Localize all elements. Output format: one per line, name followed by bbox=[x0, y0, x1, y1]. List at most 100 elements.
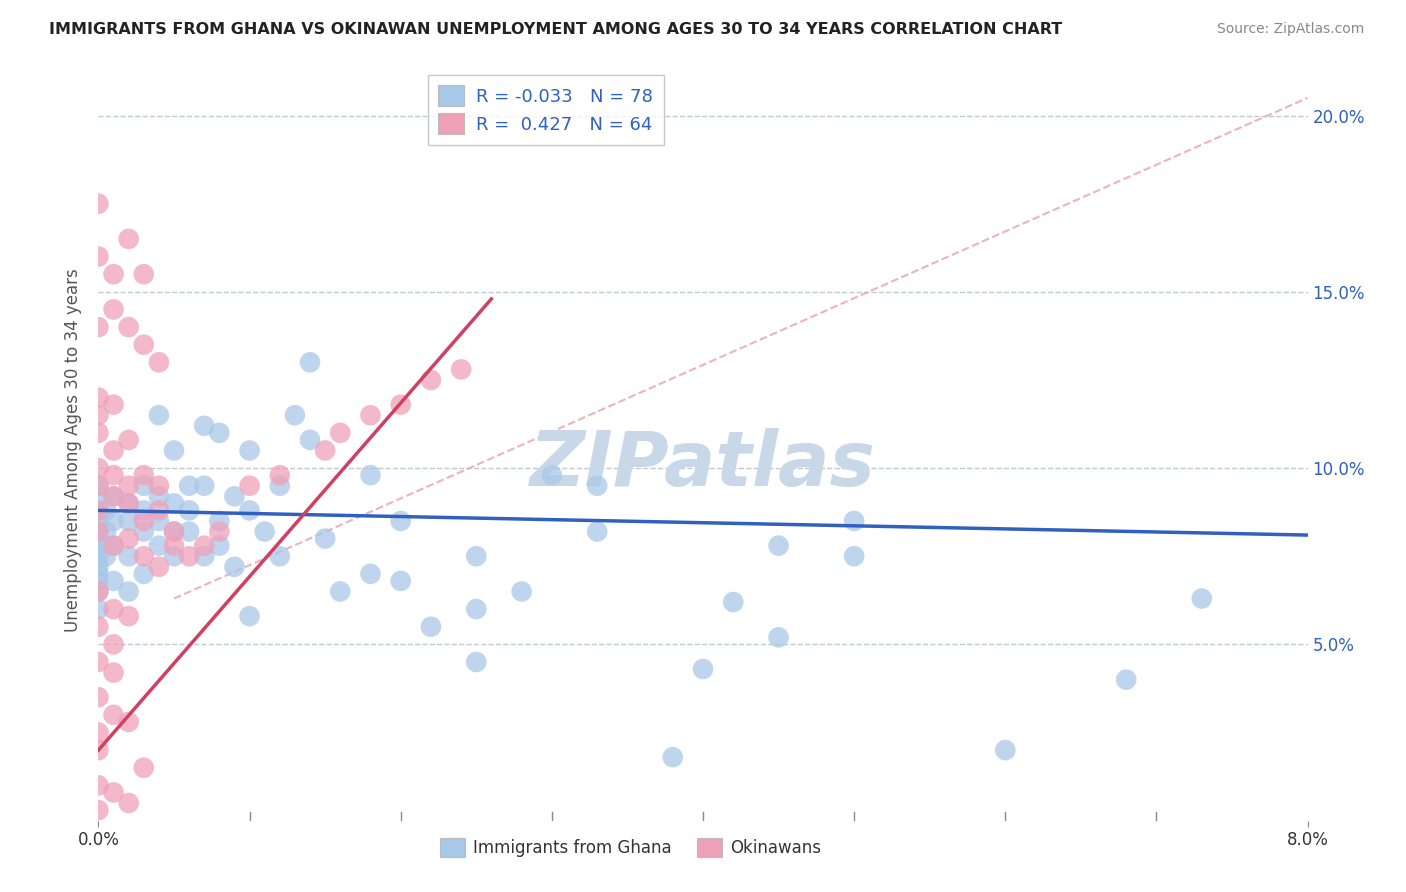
Point bbox=[132, 549, 155, 564]
Point bbox=[87, 479, 110, 493]
Point bbox=[239, 479, 262, 493]
Point bbox=[87, 503, 110, 517]
Point bbox=[103, 267, 125, 281]
Point bbox=[103, 665, 125, 680]
Point bbox=[103, 443, 125, 458]
Point bbox=[193, 539, 215, 553]
Point bbox=[208, 425, 231, 440]
Point bbox=[94, 524, 117, 539]
Point bbox=[103, 707, 125, 722]
Point bbox=[586, 479, 609, 493]
Point bbox=[132, 468, 155, 483]
Point bbox=[87, 503, 110, 517]
Point bbox=[118, 609, 141, 624]
Point bbox=[269, 479, 291, 493]
Point bbox=[87, 524, 110, 539]
Point bbox=[87, 602, 110, 616]
Point bbox=[420, 620, 443, 634]
Point bbox=[87, 778, 110, 792]
Point bbox=[148, 539, 170, 553]
Point bbox=[299, 355, 322, 369]
Point bbox=[87, 574, 110, 588]
Point bbox=[269, 468, 291, 483]
Point bbox=[103, 637, 125, 651]
Point bbox=[314, 443, 336, 458]
Point bbox=[179, 479, 201, 493]
Point bbox=[389, 514, 412, 528]
Point bbox=[118, 532, 141, 546]
Point bbox=[253, 524, 276, 539]
Point bbox=[94, 503, 117, 517]
Point bbox=[103, 574, 125, 588]
Point bbox=[239, 503, 262, 517]
Point bbox=[103, 468, 125, 483]
Point bbox=[103, 514, 125, 528]
Point bbox=[87, 408, 110, 422]
Point bbox=[723, 595, 745, 609]
Point bbox=[148, 489, 170, 503]
Point bbox=[163, 524, 186, 539]
Point bbox=[118, 514, 141, 528]
Point bbox=[148, 355, 170, 369]
Point bbox=[193, 479, 215, 493]
Point bbox=[269, 549, 291, 564]
Point bbox=[284, 408, 307, 422]
Point bbox=[87, 584, 110, 599]
Point bbox=[118, 479, 141, 493]
Point bbox=[132, 514, 155, 528]
Point bbox=[163, 539, 186, 553]
Point bbox=[87, 584, 110, 599]
Point bbox=[87, 725, 110, 739]
Point bbox=[208, 514, 231, 528]
Point bbox=[87, 549, 110, 564]
Point bbox=[87, 196, 110, 211]
Point bbox=[118, 796, 141, 810]
Point bbox=[193, 549, 215, 564]
Point bbox=[118, 433, 141, 447]
Point bbox=[148, 503, 170, 517]
Point bbox=[132, 267, 155, 281]
Text: Source: ZipAtlas.com: Source: ZipAtlas.com bbox=[1216, 22, 1364, 37]
Y-axis label: Unemployment Among Ages 30 to 34 years: Unemployment Among Ages 30 to 34 years bbox=[65, 268, 83, 632]
Point bbox=[103, 398, 125, 412]
Point bbox=[420, 373, 443, 387]
Point bbox=[87, 489, 110, 503]
Point bbox=[87, 320, 110, 334]
Point bbox=[87, 566, 110, 581]
Point bbox=[118, 320, 141, 334]
Point bbox=[132, 479, 155, 493]
Point bbox=[329, 584, 352, 599]
Point bbox=[360, 566, 382, 581]
Point bbox=[360, 468, 382, 483]
Point bbox=[179, 549, 201, 564]
Point bbox=[87, 514, 110, 528]
Point bbox=[224, 489, 246, 503]
Point bbox=[87, 425, 110, 440]
Point bbox=[1191, 591, 1213, 606]
Point bbox=[148, 408, 170, 422]
Point bbox=[389, 574, 412, 588]
Point bbox=[389, 398, 412, 412]
Point bbox=[118, 549, 141, 564]
Point bbox=[148, 479, 170, 493]
Point bbox=[87, 655, 110, 669]
Point bbox=[87, 524, 110, 539]
Point bbox=[118, 584, 141, 599]
Point bbox=[87, 690, 110, 705]
Point bbox=[118, 496, 141, 510]
Point bbox=[239, 443, 262, 458]
Point bbox=[692, 662, 714, 676]
Point bbox=[540, 468, 562, 483]
Point bbox=[314, 532, 336, 546]
Point bbox=[208, 524, 231, 539]
Point bbox=[208, 539, 231, 553]
Point bbox=[768, 630, 790, 644]
Point bbox=[510, 584, 533, 599]
Point bbox=[132, 524, 155, 539]
Point bbox=[94, 549, 117, 564]
Point bbox=[87, 479, 110, 493]
Point bbox=[132, 761, 155, 775]
Point bbox=[465, 655, 488, 669]
Point bbox=[103, 489, 125, 503]
Point bbox=[87, 620, 110, 634]
